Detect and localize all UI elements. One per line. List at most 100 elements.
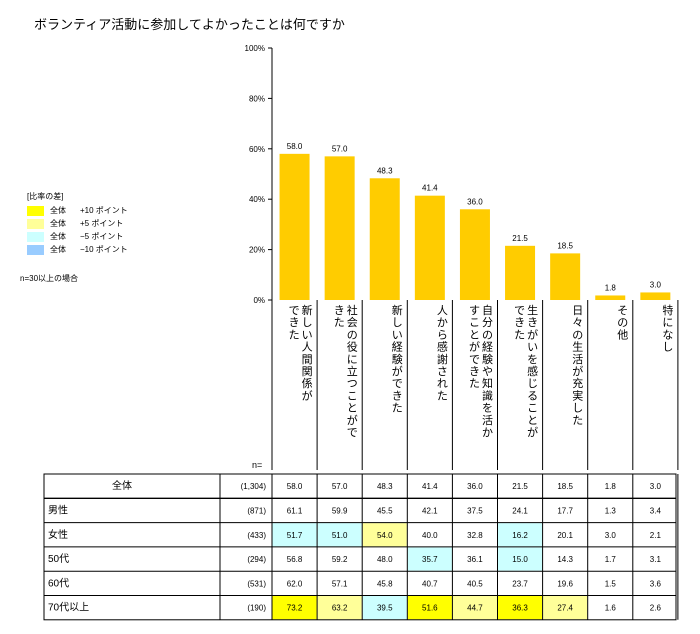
category-label-char: 験 bbox=[392, 352, 403, 366]
category-label-char: で bbox=[289, 305, 300, 317]
highlight-cell bbox=[317, 596, 362, 620]
category-label-char: な bbox=[662, 328, 673, 341]
table-cell: 14.3 bbox=[557, 555, 573, 564]
table-cell: 63.2 bbox=[332, 604, 348, 613]
category-label-char: で bbox=[514, 305, 525, 317]
table-cell: 39.5 bbox=[377, 604, 393, 613]
table-cell: 3.4 bbox=[650, 506, 662, 515]
category-label-char: き bbox=[514, 316, 525, 329]
category-label-char: た bbox=[514, 328, 525, 341]
row-label: 全体 bbox=[112, 479, 132, 492]
category-label-char: で bbox=[469, 354, 480, 366]
bar bbox=[414, 195, 445, 300]
category-label-char: こ bbox=[469, 317, 480, 329]
category-label-char: が bbox=[302, 388, 313, 402]
category-label-char: 立 bbox=[347, 364, 358, 378]
category-label-char: た bbox=[572, 414, 583, 427]
category-label-char: が bbox=[527, 425, 538, 439]
category-label-char: と bbox=[347, 402, 358, 415]
table-cell: 61.1 bbox=[287, 506, 303, 515]
bar bbox=[505, 245, 536, 300]
table-cell: 32.8 bbox=[467, 531, 483, 540]
table-cell: 45.5 bbox=[377, 506, 393, 515]
legend-swatch bbox=[27, 231, 44, 242]
category-label-char: 生 bbox=[572, 340, 583, 354]
category-label-char: す bbox=[469, 304, 480, 317]
category-label-char: が bbox=[572, 364, 583, 378]
table-cell: 36.1 bbox=[467, 555, 483, 564]
highlight-cell bbox=[452, 596, 497, 620]
table-cell: 37.5 bbox=[467, 506, 483, 515]
legend-label: 全体 bbox=[50, 206, 66, 215]
category-label-char: た bbox=[289, 328, 300, 341]
category-label-char: 実 bbox=[572, 388, 583, 402]
bar bbox=[550, 253, 581, 300]
category-label-char: れ bbox=[437, 377, 448, 390]
bar bbox=[595, 295, 626, 300]
category-label-char: じ bbox=[527, 377, 538, 390]
category-label-char: 活 bbox=[572, 353, 583, 366]
row-n: (433) bbox=[247, 531, 266, 540]
table-cell: 41.4 bbox=[422, 482, 438, 491]
table-cell: 45.8 bbox=[377, 579, 393, 588]
category-label-char: か bbox=[482, 426, 493, 439]
category-label-char: に bbox=[662, 317, 673, 329]
bar-value-label: 21.5 bbox=[512, 234, 528, 243]
legend-label: 全体 bbox=[50, 232, 66, 241]
table-cell: 51.0 bbox=[332, 531, 348, 540]
table-cell: 3.1 bbox=[650, 555, 662, 564]
row-n: (871) bbox=[247, 506, 266, 515]
highlight-cell bbox=[272, 596, 317, 620]
category-label-char: つ bbox=[347, 378, 358, 390]
bar-value-label: 58.0 bbox=[287, 142, 303, 151]
category-label-char: 生 bbox=[527, 303, 538, 317]
category-label-char: こ bbox=[527, 403, 538, 415]
category-label-char: 間 bbox=[302, 353, 313, 366]
table-cell: 62.0 bbox=[287, 579, 303, 588]
category-label-char: 謝 bbox=[437, 352, 448, 366]
legend-swatch bbox=[27, 218, 44, 229]
bar-value-label: 18.5 bbox=[557, 241, 573, 250]
table-cell: 36.0 bbox=[467, 482, 483, 491]
table-cell: 17.7 bbox=[557, 506, 573, 515]
category-label-char: で bbox=[347, 427, 358, 439]
legend-title: [比率の差] bbox=[27, 192, 64, 201]
category-label-char: を bbox=[482, 402, 493, 415]
legend-item: 全体 −5 ポイント bbox=[27, 230, 128, 243]
table-cell: 35.7 bbox=[422, 555, 438, 564]
category-label-char: の bbox=[617, 317, 628, 329]
row-n: (294) bbox=[247, 555, 266, 564]
y-tick-label: 40% bbox=[249, 195, 265, 204]
table-cell: 1.7 bbox=[605, 555, 617, 564]
category-label-char: の bbox=[482, 329, 493, 341]
table-cell: 1.3 bbox=[605, 506, 617, 515]
category-label-char: や bbox=[482, 365, 493, 378]
category-label-char: き bbox=[334, 304, 345, 317]
category-label-char: 社 bbox=[347, 303, 358, 317]
category-label-char: 日 bbox=[572, 305, 583, 317]
highlight-cell bbox=[407, 596, 452, 620]
category-label-char: に bbox=[347, 354, 358, 366]
category-label-char: か bbox=[437, 316, 448, 329]
category-label-char: し bbox=[572, 402, 583, 415]
category-label-char: し bbox=[662, 341, 673, 354]
category-label-char: さ bbox=[437, 365, 448, 378]
table-cell: 51.7 bbox=[287, 531, 303, 540]
bar-value-label: 1.8 bbox=[605, 283, 617, 292]
bar-value-label: 48.3 bbox=[377, 166, 393, 175]
table-cell: 59.2 bbox=[332, 555, 348, 564]
table-cell: 18.5 bbox=[557, 482, 573, 491]
category-label-char: 感 bbox=[437, 341, 448, 354]
legend-label: 全体 bbox=[50, 219, 66, 228]
chart-title: ボランティア活動に参加してよかったことは何ですか bbox=[34, 17, 345, 32]
table-cell: 1.5 bbox=[605, 579, 617, 588]
bar bbox=[279, 153, 310, 300]
table-cell: 3.0 bbox=[650, 482, 662, 491]
legend-item: 全体 −10 ポイント bbox=[27, 243, 128, 256]
table-cell: 73.2 bbox=[287, 604, 303, 613]
table-cell: 3.0 bbox=[605, 531, 617, 540]
category-label-char: が bbox=[527, 327, 538, 341]
table-cell: 42.1 bbox=[422, 506, 438, 515]
highlight-cell bbox=[272, 523, 317, 547]
